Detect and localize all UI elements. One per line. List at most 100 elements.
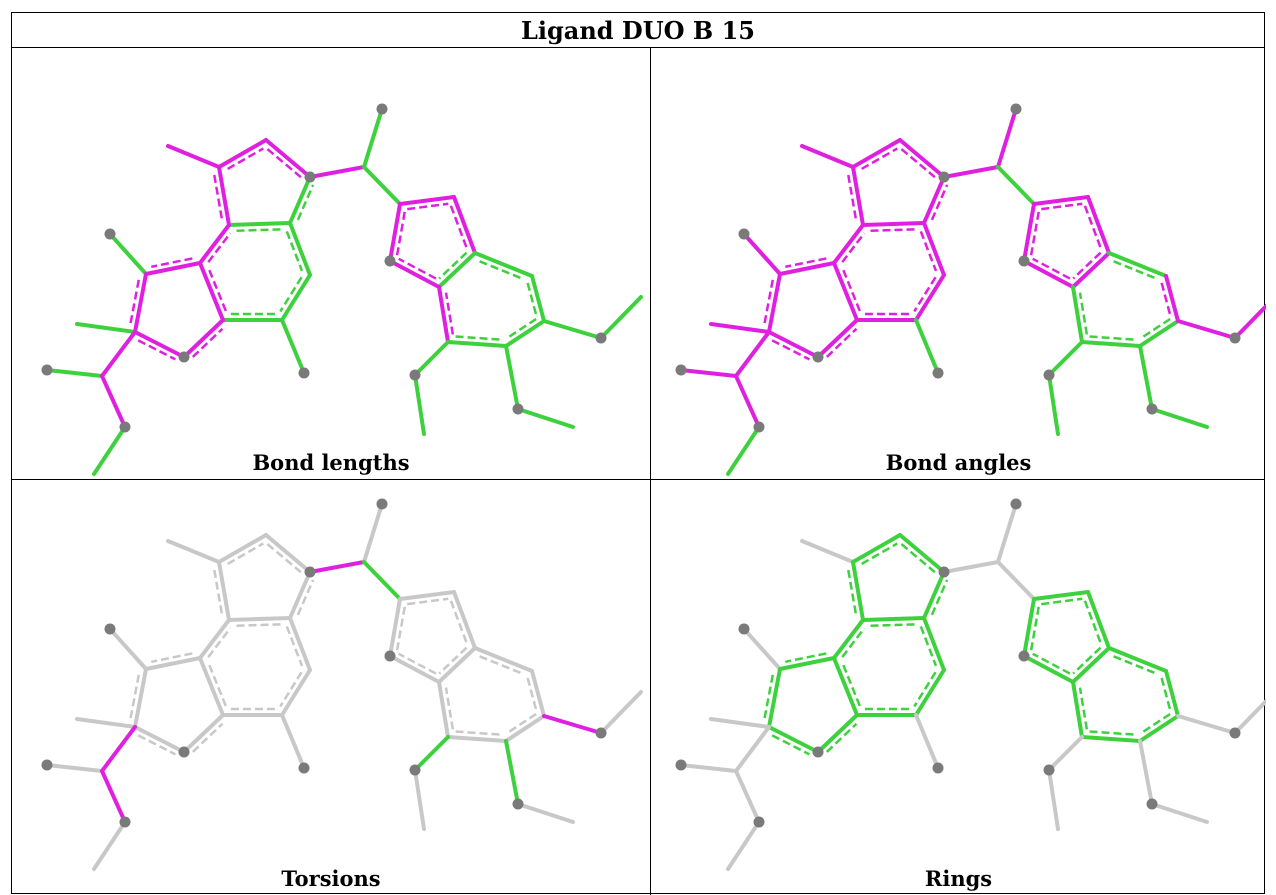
bond-n-o	[1080, 340, 1142, 348]
bond-x-y	[280, 273, 312, 322]
bond-ad-ae	[75, 322, 137, 334]
bond-c-d	[898, 533, 946, 574]
aromatic-bond-af-z	[191, 722, 224, 753]
bond-g-h	[398, 590, 456, 601]
aromatic-bond-v-w	[236, 622, 283, 628]
molecule-rings	[675, 498, 1266, 871]
atom-aj	[119, 816, 131, 828]
atom-t	[1146, 403, 1158, 415]
bond-aa-ab	[778, 656, 836, 671]
molecule-bond-lengths	[41, 103, 643, 476]
atom-ac	[104, 228, 116, 240]
aromatic-bond-j-k	[1032, 652, 1071, 675]
bond-n-o	[446, 735, 508, 743]
atom-ag	[932, 367, 944, 379]
atom-ag	[298, 762, 310, 774]
bond-ab-ad	[133, 272, 148, 334]
bond-d-e	[942, 560, 1000, 574]
column-divider	[650, 48, 651, 895]
bond-b-v	[851, 165, 865, 227]
bond-aj-ak	[92, 820, 127, 871]
bond-l-m	[1164, 274, 1180, 323]
bond-ab-ad	[133, 667, 148, 729]
bond-v-w	[227, 616, 292, 622]
bond-af-z	[816, 713, 859, 754]
bond-c-d	[264, 533, 312, 574]
molecule-bond-angles	[675, 103, 1266, 476]
aromatic-bond-aa-ab	[785, 652, 827, 664]
bond-o-j	[437, 680, 450, 739]
atom-aj	[753, 421, 765, 433]
aromatic-bond-af-z	[825, 722, 858, 753]
aromatic-bond-g-h	[407, 202, 449, 211]
bond-o-j	[1071, 285, 1084, 344]
bond-d-e	[942, 165, 1000, 179]
bond-ah-aj	[100, 374, 127, 429]
atom-d	[938, 171, 950, 183]
aromatic-bond-l-m	[1160, 677, 1172, 713]
panel-rings: Rings	[651, 480, 1266, 895]
bond-i-l	[473, 646, 534, 673]
aromatic-bond-n-o	[455, 335, 500, 341]
aromatic-bond-x-y	[913, 671, 937, 708]
aromatic-bond-b-c	[227, 147, 264, 171]
bond-af-z	[182, 318, 225, 359]
aromatic-bond-i-j	[1072, 251, 1102, 280]
bond-m-n	[504, 319, 546, 348]
atom-ai	[675, 759, 687, 771]
molecule-group	[41, 103, 643, 476]
aromatic-bond-n-o	[455, 730, 500, 736]
aromatic-bond-l-m	[1160, 282, 1172, 318]
atom-af	[812, 351, 824, 363]
bond-a-b	[166, 144, 221, 169]
aromatic-bond-k-g	[1029, 211, 1040, 256]
bond-ad-af	[767, 330, 820, 359]
bond-aa-ab	[144, 261, 202, 276]
bond-n-t	[1138, 344, 1154, 411]
bond-h-i	[452, 590, 477, 650]
atom-f	[376, 498, 388, 510]
bond-n-o	[1080, 735, 1142, 743]
bond-a-b	[800, 539, 855, 564]
bond-ad-ah	[100, 330, 137, 378]
atom-af	[178, 746, 190, 758]
bond-i-j	[1071, 251, 1111, 289]
bond-w-d	[922, 175, 946, 225]
bond-y-ag	[914, 713, 940, 770]
aromatic-bond-c-d	[900, 148, 936, 179]
bond-z-aa	[198, 656, 225, 717]
aromatic-bond-h-i	[1083, 600, 1103, 644]
bond-ad-af	[133, 725, 186, 754]
bond-g-h	[1032, 590, 1090, 601]
bond-z-aa	[832, 261, 859, 322]
aromatic-bond-z-aa	[207, 267, 227, 312]
bond-ah-aj	[100, 769, 127, 824]
bond-c-d	[264, 138, 312, 179]
aromatic-bond-l-m	[526, 282, 538, 318]
bond-aa-ab	[144, 656, 202, 671]
atom-p	[595, 727, 607, 739]
bond-b-c	[851, 138, 902, 169]
aromatic-bond-w-d	[930, 579, 949, 616]
atom-af	[178, 351, 190, 363]
atom-ai	[41, 364, 53, 376]
panel-bond-lengths: Bond lengths	[12, 49, 650, 479]
atom-f	[376, 103, 388, 115]
bond-i-j	[437, 251, 477, 289]
bond-ad-ah	[734, 330, 771, 378]
aromatic-bond-k-g	[1029, 606, 1040, 651]
bond-i-l	[1107, 646, 1168, 673]
bond-y-ag	[280, 318, 306, 375]
bond-aj-ak	[726, 425, 761, 476]
aromatic-bond-ad-af	[137, 339, 176, 361]
atom-ag	[932, 762, 944, 774]
atom-r	[409, 764, 421, 776]
atom-d	[304, 566, 316, 578]
bond-ad-af	[133, 330, 186, 359]
aromatic-bond-aa-ab	[151, 652, 193, 664]
aromatic-bond-z-aa	[841, 267, 861, 312]
aromatic-bond-ad-af	[771, 734, 810, 756]
bond-n-t	[504, 344, 520, 411]
aromatic-bond-o-j	[444, 292, 455, 335]
atom-d	[304, 171, 316, 183]
